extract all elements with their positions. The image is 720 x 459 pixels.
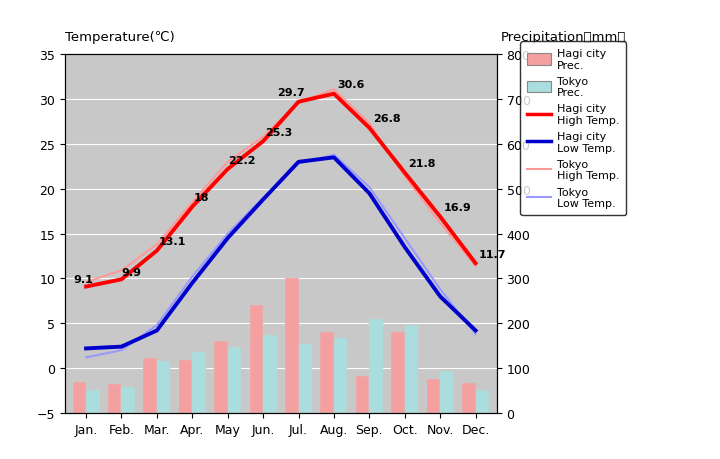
Bar [285, 279, 299, 413]
Bar [391, 332, 405, 413]
Text: 25.3: 25.3 [265, 128, 292, 137]
Text: Precipitation（mm）: Precipitation（mm） [500, 31, 626, 44]
Bar [263, 335, 276, 413]
Text: 11.7: 11.7 [479, 249, 507, 259]
Text: 9.9: 9.9 [122, 267, 141, 277]
Text: 29.7: 29.7 [277, 88, 305, 98]
Bar [86, 390, 99, 413]
Text: 30.6: 30.6 [338, 80, 365, 90]
Bar [475, 390, 489, 413]
Bar [108, 384, 122, 413]
Text: 26.8: 26.8 [373, 114, 400, 124]
Bar [228, 347, 241, 413]
Bar [369, 319, 383, 413]
Bar [427, 380, 440, 413]
Bar [192, 353, 206, 413]
Bar [440, 371, 454, 413]
Text: 13.1: 13.1 [158, 237, 186, 246]
Bar [122, 387, 135, 413]
Text: 18: 18 [194, 193, 210, 203]
Bar [250, 306, 263, 413]
Bar [157, 361, 171, 413]
Bar [179, 360, 192, 413]
Bar [462, 383, 475, 413]
Text: 16.9: 16.9 [444, 202, 472, 213]
Bar [320, 332, 334, 413]
Bar [356, 376, 369, 413]
Bar [215, 341, 228, 413]
Text: 9.1: 9.1 [73, 274, 94, 284]
Bar [143, 358, 157, 413]
Bar [73, 382, 86, 413]
Bar [299, 344, 312, 413]
Text: 22.2: 22.2 [228, 155, 255, 165]
Text: Temperature(℃): Temperature(℃) [65, 31, 174, 44]
Legend: Hagi city
Prec., Tokyo
Prec., Hagi city
High Temp., Hagi city
Low Temp., Tokyo
H: Hagi city Prec., Tokyo Prec., Hagi city … [521, 42, 626, 215]
Bar [334, 338, 347, 413]
Text: 21.8: 21.8 [408, 159, 436, 169]
Bar [405, 325, 418, 413]
